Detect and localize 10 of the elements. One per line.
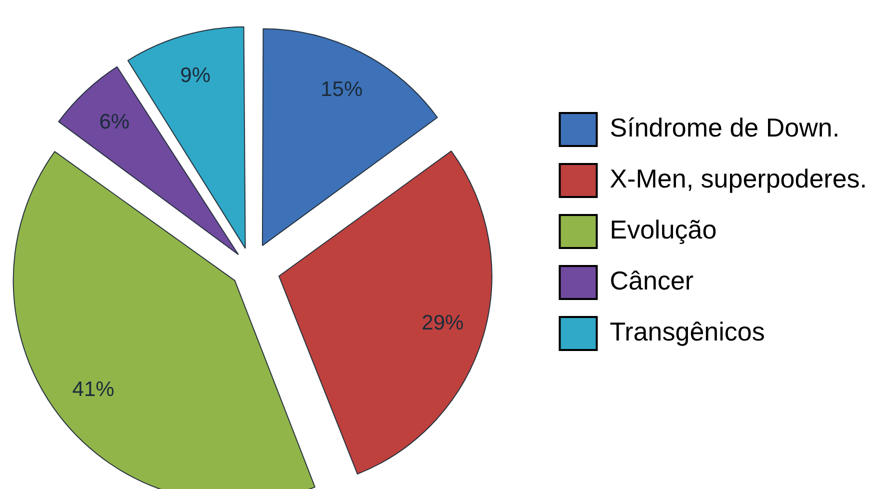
legend-label: X-Men, superpoderes. xyxy=(610,164,868,194)
data-label: 41% xyxy=(72,378,114,402)
data-label: 6% xyxy=(99,110,130,134)
legend-label: Câncer xyxy=(610,266,694,296)
legend-label: Síndrome de Down. xyxy=(610,112,840,143)
legend-label: Transgênicos xyxy=(610,316,765,347)
data-label: 15% xyxy=(320,78,363,101)
data-label: 29% xyxy=(422,311,464,334)
legend-label: Evolução xyxy=(610,214,717,245)
data-label: 9% xyxy=(180,64,210,88)
